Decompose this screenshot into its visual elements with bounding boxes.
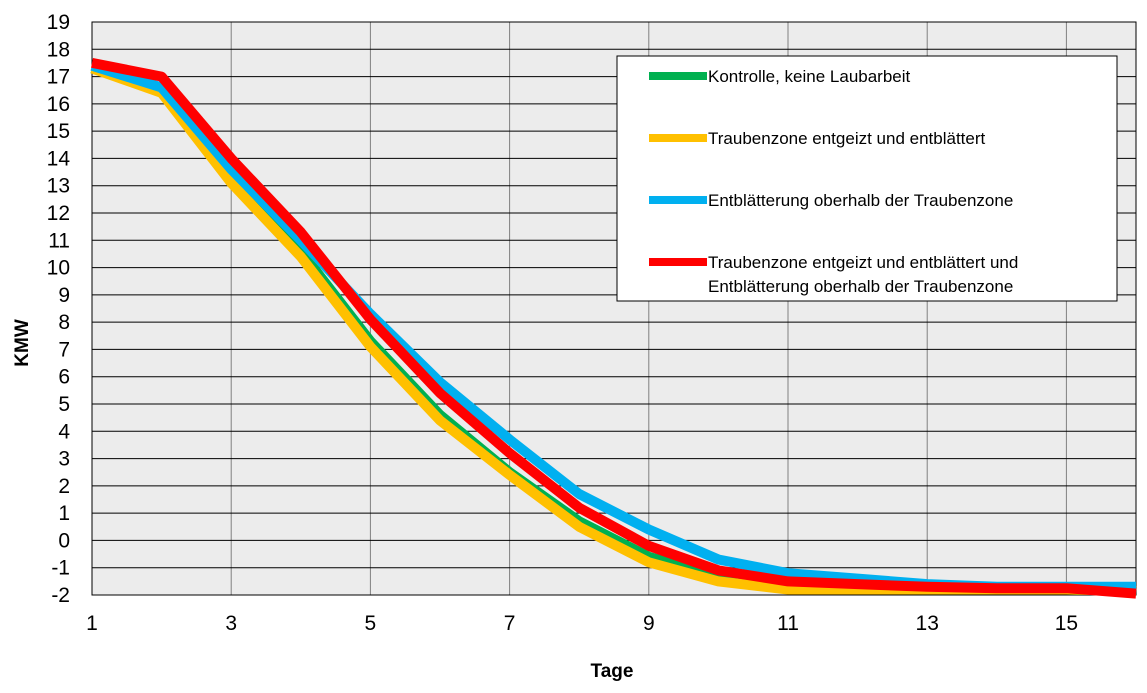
- plot-border: [91, 21, 1137, 596]
- series-line-4: [91, 57, 1137, 599]
- x-tick-label: 15: [1055, 612, 1078, 635]
- y-axis-title: KMW: [12, 319, 33, 367]
- legend-label-3: Entblätterung oberhalb der Traubenzone: [708, 191, 1013, 210]
- legend-label-2: Traubenzone entgeizt und entblättert: [708, 129, 986, 148]
- x-tick-label: 3: [225, 612, 237, 635]
- y-tick-label: 2: [58, 475, 70, 498]
- y-tick-label: 8: [58, 311, 70, 334]
- y-tick-label: 17: [47, 66, 70, 89]
- x-tick-label: 1: [86, 612, 98, 635]
- x-tick-labels: 1 3 5 7 9 11 13 15: [86, 612, 1078, 635]
- y-tick-label: 19: [47, 11, 70, 34]
- x-tick-label: 7: [504, 612, 516, 635]
- y-tick-label: 12: [47, 202, 70, 225]
- y-tick-label: -1: [51, 557, 70, 580]
- legend-label-4: Entblätterung oberhalb der Traubenzone: [708, 277, 1013, 296]
- y-tick-label: 10: [47, 257, 70, 280]
- x-tick-label: 11: [777, 612, 799, 635]
- y-tick-label: 5: [58, 393, 70, 416]
- x-tick-label: 5: [365, 612, 377, 635]
- y-tick-label: 16: [47, 93, 70, 116]
- legend: Kontrolle, keine Laubarbeit Traubenzone e…: [616, 55, 1118, 302]
- y-tick-label: 9: [58, 284, 70, 307]
- y-tick-label: 3: [58, 448, 70, 471]
- y-tick-label: 18: [47, 38, 70, 61]
- y-tick-label: 6: [58, 366, 70, 389]
- y-tick-label: 15: [47, 120, 70, 143]
- y-tick-label: 13: [47, 175, 70, 198]
- y-tick-label: 4: [58, 420, 70, 443]
- x-tick-label: 9: [643, 612, 655, 635]
- y-tick-label: 1: [58, 502, 70, 525]
- legend-label-1: Kontrolle, keine Laubarbeit: [708, 67, 911, 86]
- y-tick-label: 7: [58, 338, 70, 361]
- legend-label-4: Traubenzone entgeizt und entblättert und: [708, 253, 1018, 272]
- y-tick-label: 11: [48, 229, 70, 252]
- y-tick-label: 0: [58, 529, 70, 552]
- x-tick-label: 13: [916, 612, 939, 635]
- y-tick-label: -2: [51, 584, 70, 607]
- series-lines: [90, 57, 1137, 599]
- y-tick-label: 14: [47, 147, 71, 170]
- x-axis-title: Tage: [591, 661, 634, 682]
